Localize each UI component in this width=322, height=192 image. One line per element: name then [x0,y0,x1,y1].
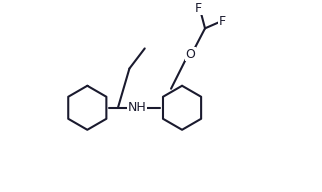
Text: O: O [186,48,195,61]
Text: NH: NH [128,101,147,114]
Text: F: F [195,2,202,15]
Text: F: F [219,15,226,28]
